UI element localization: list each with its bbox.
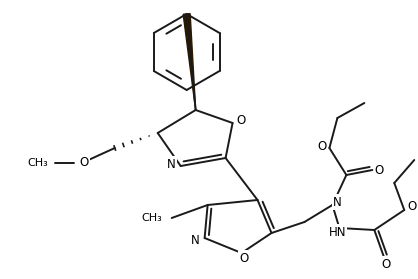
Text: CH₃: CH₃ bbox=[141, 213, 162, 223]
Text: O: O bbox=[408, 201, 417, 213]
Text: O: O bbox=[236, 114, 245, 128]
Polygon shape bbox=[183, 14, 196, 110]
Text: N: N bbox=[167, 158, 176, 170]
Text: N: N bbox=[191, 234, 200, 247]
Text: O: O bbox=[318, 140, 327, 153]
Text: O: O bbox=[79, 155, 89, 169]
Text: O: O bbox=[375, 163, 384, 177]
Text: CH₃: CH₃ bbox=[28, 158, 48, 168]
Text: O: O bbox=[382, 258, 391, 271]
Text: O: O bbox=[239, 251, 248, 264]
Text: HN: HN bbox=[329, 225, 346, 239]
Text: N: N bbox=[333, 196, 342, 208]
